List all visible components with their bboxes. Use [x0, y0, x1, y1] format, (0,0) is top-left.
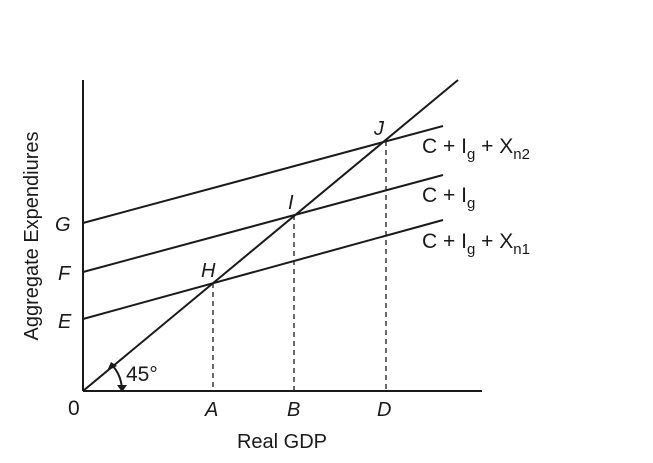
- point-h: H: [201, 260, 216, 282]
- angle-arrow-top: [107, 362, 117, 371]
- x-tick-a: A: [204, 399, 218, 421]
- point-j: J: [373, 118, 385, 140]
- label-c-ig-sub1: g: [467, 195, 475, 212]
- x-tick-d: D: [377, 399, 391, 421]
- x-tick-b: B: [287, 399, 300, 421]
- angle-arrow-bottom: [117, 385, 127, 392]
- x-axis-title: Real GDP: [237, 431, 327, 453]
- label-c-ig-xn1-mid: + X: [475, 230, 513, 253]
- y-tick-f: F: [58, 263, 72, 285]
- label-c-ig-xn2-sub2: n2: [513, 146, 530, 163]
- label-c-ig-xn1: C + Ig + Xn1: [422, 230, 530, 258]
- y-tick-e: E: [58, 311, 72, 333]
- label-c-ig-xn2: C + Ig + Xn2: [422, 135, 530, 163]
- curve-c-ig-xn1: [82, 219, 444, 320]
- label-c-ig-xn1-sub1: g: [467, 241, 475, 258]
- label-c-ig-xn2-sub1: g: [467, 146, 475, 163]
- angle-label: 45°: [126, 363, 158, 386]
- label-c-ig-xn2-mid: + X: [475, 135, 513, 158]
- point-i: I: [288, 192, 294, 214]
- label-c-ig-xn1-sub2: n1: [513, 241, 530, 258]
- y-axis-title: Aggregate Expendiures: [21, 131, 43, 340]
- label-c-ig-base: C + I: [422, 184, 467, 207]
- origin-label: 0: [68, 397, 80, 420]
- curve-c-ig-xn2: [82, 125, 444, 224]
- curve-c-ig: [82, 174, 444, 273]
- label-c-ig-xn2-base: C + I: [422, 135, 467, 158]
- 45-degree-line: [82, 79, 459, 392]
- label-c-ig: C + Ig: [422, 184, 475, 212]
- label-c-ig-xn1-base: C + I: [422, 230, 467, 253]
- y-tick-g: G: [55, 214, 71, 236]
